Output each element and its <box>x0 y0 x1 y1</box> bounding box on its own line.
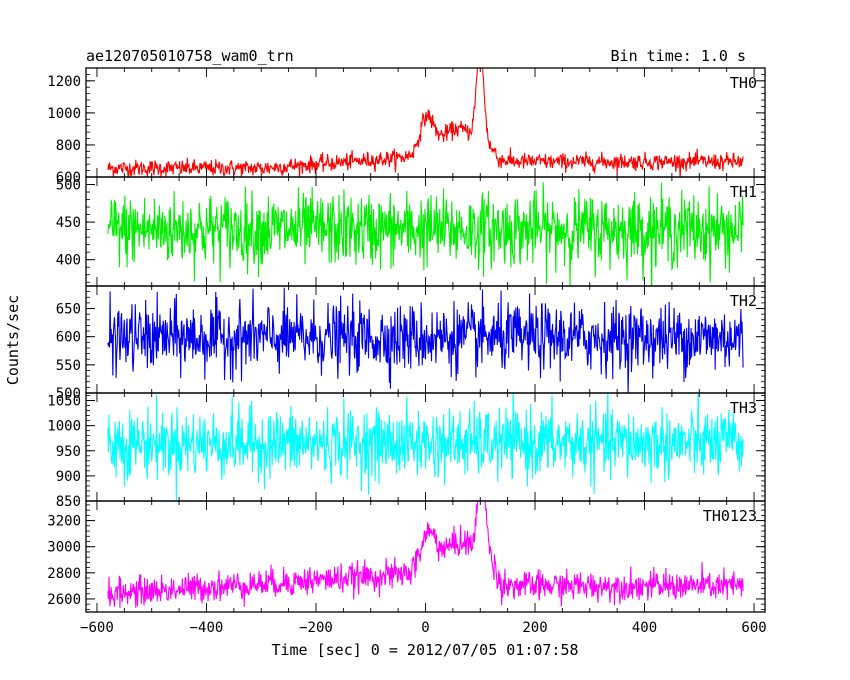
y-tick-label: 850 <box>56 494 81 510</box>
x-tick-label: 400 <box>632 620 657 636</box>
panels-group: TH0 600 800 1000 1200 TH1 400 450 500 TH2 500 550 60… <box>47 67 767 636</box>
x-tick-label: 0 <box>421 620 429 636</box>
y-tick-label: 500 <box>56 386 81 402</box>
y-tick-label: 2800 <box>47 566 81 582</box>
panel-frame-th0123 <box>85 500 766 613</box>
series-line-th2 <box>107 287 744 393</box>
y-tick-label: 600 <box>56 330 81 346</box>
y-tick-label: 1050 <box>47 394 81 410</box>
y-tick-label: 1000 <box>47 106 81 122</box>
panel-label-th3: TH3 <box>730 399 757 417</box>
panel-label-th0123: TH0123 <box>703 507 757 525</box>
panel-label-th1: TH1 <box>730 183 757 201</box>
x-tick-label: −600 <box>80 620 114 636</box>
y-tick-label: 650 <box>56 302 81 318</box>
chart-title: ae120705010758_wam0_trn <box>86 47 294 65</box>
series-line-th1 <box>107 182 744 286</box>
y-tick-label: 400 <box>56 253 81 269</box>
series-line-th0123 <box>107 501 744 609</box>
y-axis-label: Counts/sec <box>4 295 22 385</box>
y-tick-label: 3200 <box>47 514 81 530</box>
x-tick-label: −400 <box>190 620 224 636</box>
y-tick-label: 500 <box>56 178 81 194</box>
y-tick-label: 600 <box>56 170 81 186</box>
x-tick-label: 600 <box>741 620 766 636</box>
y-tick-label: 900 <box>56 469 81 485</box>
bin-time-label: Bin time: 1.0 s <box>611 47 746 65</box>
x-tick-label: −200 <box>299 620 333 636</box>
y-tick-label: 3000 <box>47 540 81 556</box>
y-tick-label: 2600 <box>47 592 81 608</box>
y-tick-label: 1000 <box>47 419 81 435</box>
panel-label-th0: TH0 <box>730 74 757 92</box>
y-tick-label: 950 <box>56 444 81 460</box>
y-tick-label: 800 <box>56 138 81 154</box>
y-tick-label: 550 <box>56 358 81 374</box>
x-axis-label: Time [sec] 0 = 2012/07/05 01:07:58 <box>271 641 578 659</box>
y-tick-label: 450 <box>56 215 81 231</box>
panel-label-th2: TH2 <box>730 292 757 310</box>
series-line-th3 <box>107 393 744 501</box>
series-line-th0 <box>107 68 744 177</box>
x-tick-label: 200 <box>522 620 547 636</box>
y-tick-label: 1200 <box>47 74 81 90</box>
